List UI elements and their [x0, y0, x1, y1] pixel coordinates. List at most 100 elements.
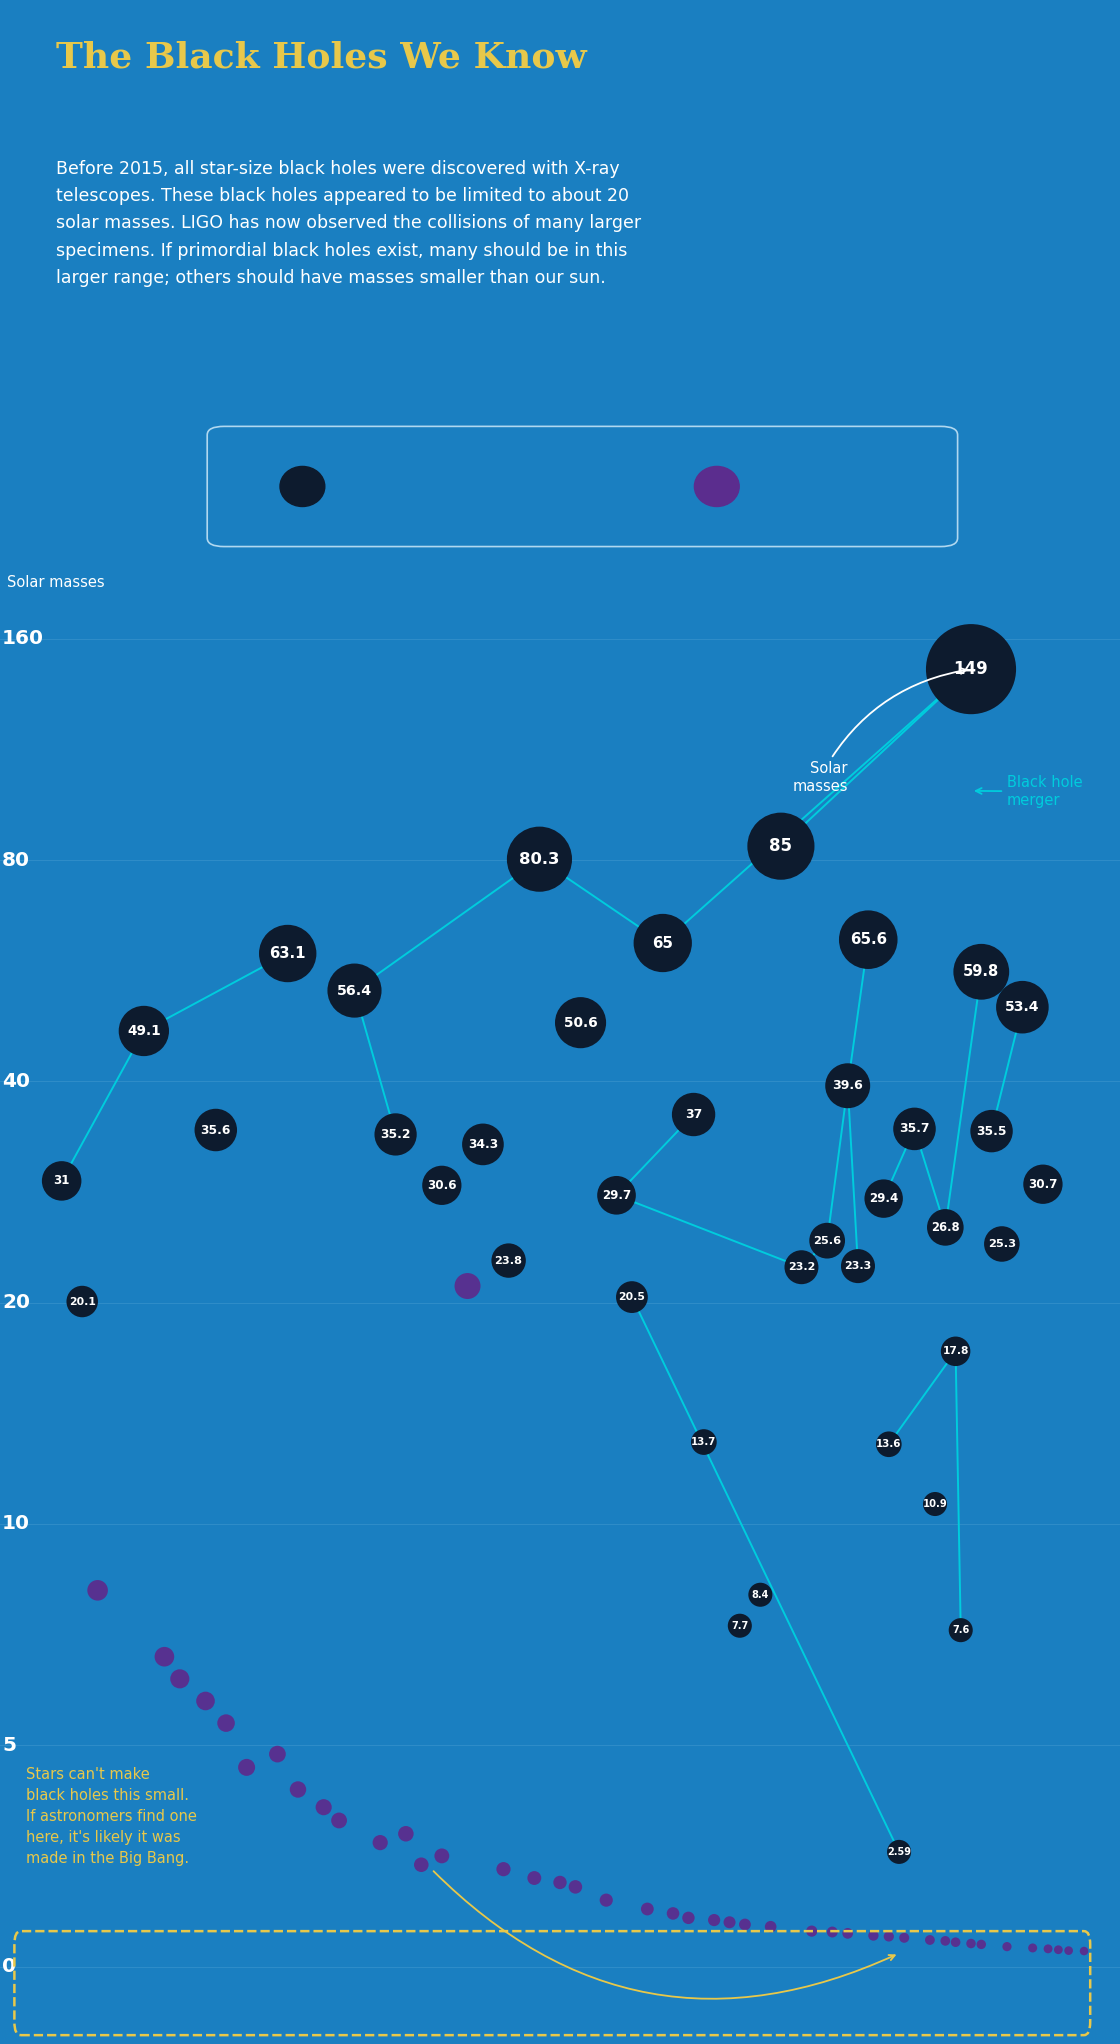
Point — [237, 1752, 255, 1784]
Text: 56.4: 56.4 — [337, 983, 372, 997]
Point — [1075, 1936, 1093, 1968]
Point — [1024, 1932, 1042, 1964]
Text: 30.6: 30.6 — [427, 1179, 457, 1192]
Point — [865, 1919, 883, 1952]
Point — [1014, 991, 1032, 1024]
Text: 50.6: 50.6 — [563, 1016, 597, 1030]
Point — [432, 1169, 450, 1202]
Point — [803, 1915, 821, 1948]
Point — [289, 1772, 307, 1805]
Text: 25.6: 25.6 — [813, 1237, 841, 1245]
Text: 59.8: 59.8 — [963, 965, 999, 979]
Text: 20: 20 — [2, 1294, 30, 1312]
Point — [684, 1098, 702, 1130]
Point — [500, 1245, 517, 1278]
Point — [171, 1662, 189, 1694]
Point — [156, 1641, 174, 1674]
Point — [1060, 1934, 1077, 1966]
Text: 39.6: 39.6 — [832, 1079, 864, 1091]
Text: 17.8: 17.8 — [942, 1347, 969, 1357]
Text: 35.2: 35.2 — [381, 1128, 411, 1141]
Point — [217, 1707, 235, 1739]
Text: Detected by LIGO: Detected by LIGO — [336, 478, 483, 495]
Point — [752, 1578, 769, 1611]
Point — [972, 1927, 990, 1960]
Point — [551, 1866, 569, 1899]
Point — [952, 1615, 970, 1647]
Point — [762, 1911, 780, 1944]
Text: 31: 31 — [54, 1175, 69, 1188]
Text: 40: 40 — [2, 1071, 30, 1091]
Text: 25.3: 25.3 — [988, 1239, 1016, 1249]
Point — [906, 1112, 924, 1145]
Text: 8.4: 8.4 — [752, 1590, 769, 1600]
Point — [196, 1684, 214, 1717]
Point — [694, 1427, 712, 1459]
Point — [890, 1836, 908, 1868]
Text: Solar
masses: Solar masses — [792, 668, 967, 793]
Text: 0: 0 — [2, 1956, 16, 1977]
Point — [525, 1862, 543, 1895]
Text: 30.7: 30.7 — [1028, 1177, 1057, 1192]
Point — [926, 1488, 944, 1521]
Point — [654, 926, 672, 959]
Point — [432, 1840, 450, 1872]
Point — [330, 1805, 348, 1838]
Text: The Black Holes We Know: The Black Holes We Know — [56, 41, 587, 74]
Point — [823, 1915, 841, 1948]
Text: 5: 5 — [2, 1735, 16, 1754]
Text: 20.5: 20.5 — [618, 1292, 645, 1302]
Point — [936, 1925, 954, 1958]
Text: 26.8: 26.8 — [931, 1220, 960, 1235]
Point — [623, 1282, 641, 1314]
Text: 35.5: 35.5 — [977, 1124, 1007, 1139]
Point — [819, 1224, 837, 1257]
Text: Black hole
merger: Black hole merger — [976, 775, 1083, 807]
Point — [839, 1917, 857, 1950]
Point — [371, 1825, 389, 1858]
Text: Stars can't make
black holes this small.
If astronomers find one
here, it's like: Stars can't make black holes this small.… — [26, 1768, 197, 1866]
Point — [53, 1165, 71, 1198]
Text: 65.6: 65.6 — [850, 932, 887, 946]
Point — [315, 1791, 333, 1823]
Text: 23.8: 23.8 — [495, 1255, 523, 1265]
Text: 20.1: 20.1 — [68, 1296, 95, 1306]
Point — [412, 1848, 430, 1880]
Point — [772, 830, 790, 863]
Point — [567, 1870, 585, 1903]
Point — [736, 1909, 754, 1942]
Text: 63.1: 63.1 — [270, 946, 306, 961]
Point — [946, 1925, 964, 1958]
Point — [982, 1114, 1000, 1147]
Text: 37: 37 — [685, 1108, 702, 1120]
Point — [880, 1429, 898, 1461]
Point — [1039, 1932, 1057, 1964]
Point — [998, 1930, 1016, 1962]
Text: 85: 85 — [769, 838, 793, 854]
Point — [921, 1923, 939, 1956]
Text: 160: 160 — [2, 630, 44, 648]
Point — [895, 1921, 913, 1954]
Point — [664, 1897, 682, 1930]
Point — [531, 842, 549, 875]
Text: 13.7: 13.7 — [691, 1437, 717, 1447]
Text: Before 2015, all star-size black holes were discovered with X-ray
telescopes. Th: Before 2015, all star-size black holes w… — [56, 159, 641, 286]
Point — [720, 1905, 738, 1938]
Point — [607, 1179, 625, 1212]
Point — [279, 936, 297, 969]
Point — [474, 1128, 492, 1161]
FancyBboxPatch shape — [207, 427, 958, 546]
Point — [458, 1269, 476, 1302]
Point — [571, 1006, 589, 1038]
Point — [597, 1885, 615, 1917]
Text: 49.1: 49.1 — [127, 1024, 161, 1038]
Point — [73, 1286, 91, 1318]
Point — [680, 1901, 698, 1934]
Text: 10.9: 10.9 — [923, 1498, 948, 1508]
Point — [849, 1249, 867, 1282]
Text: 7.6: 7.6 — [952, 1625, 969, 1635]
Text: 80.3: 80.3 — [520, 852, 560, 867]
Point — [992, 1228, 1010, 1261]
Ellipse shape — [280, 466, 325, 507]
Point — [638, 1893, 656, 1925]
